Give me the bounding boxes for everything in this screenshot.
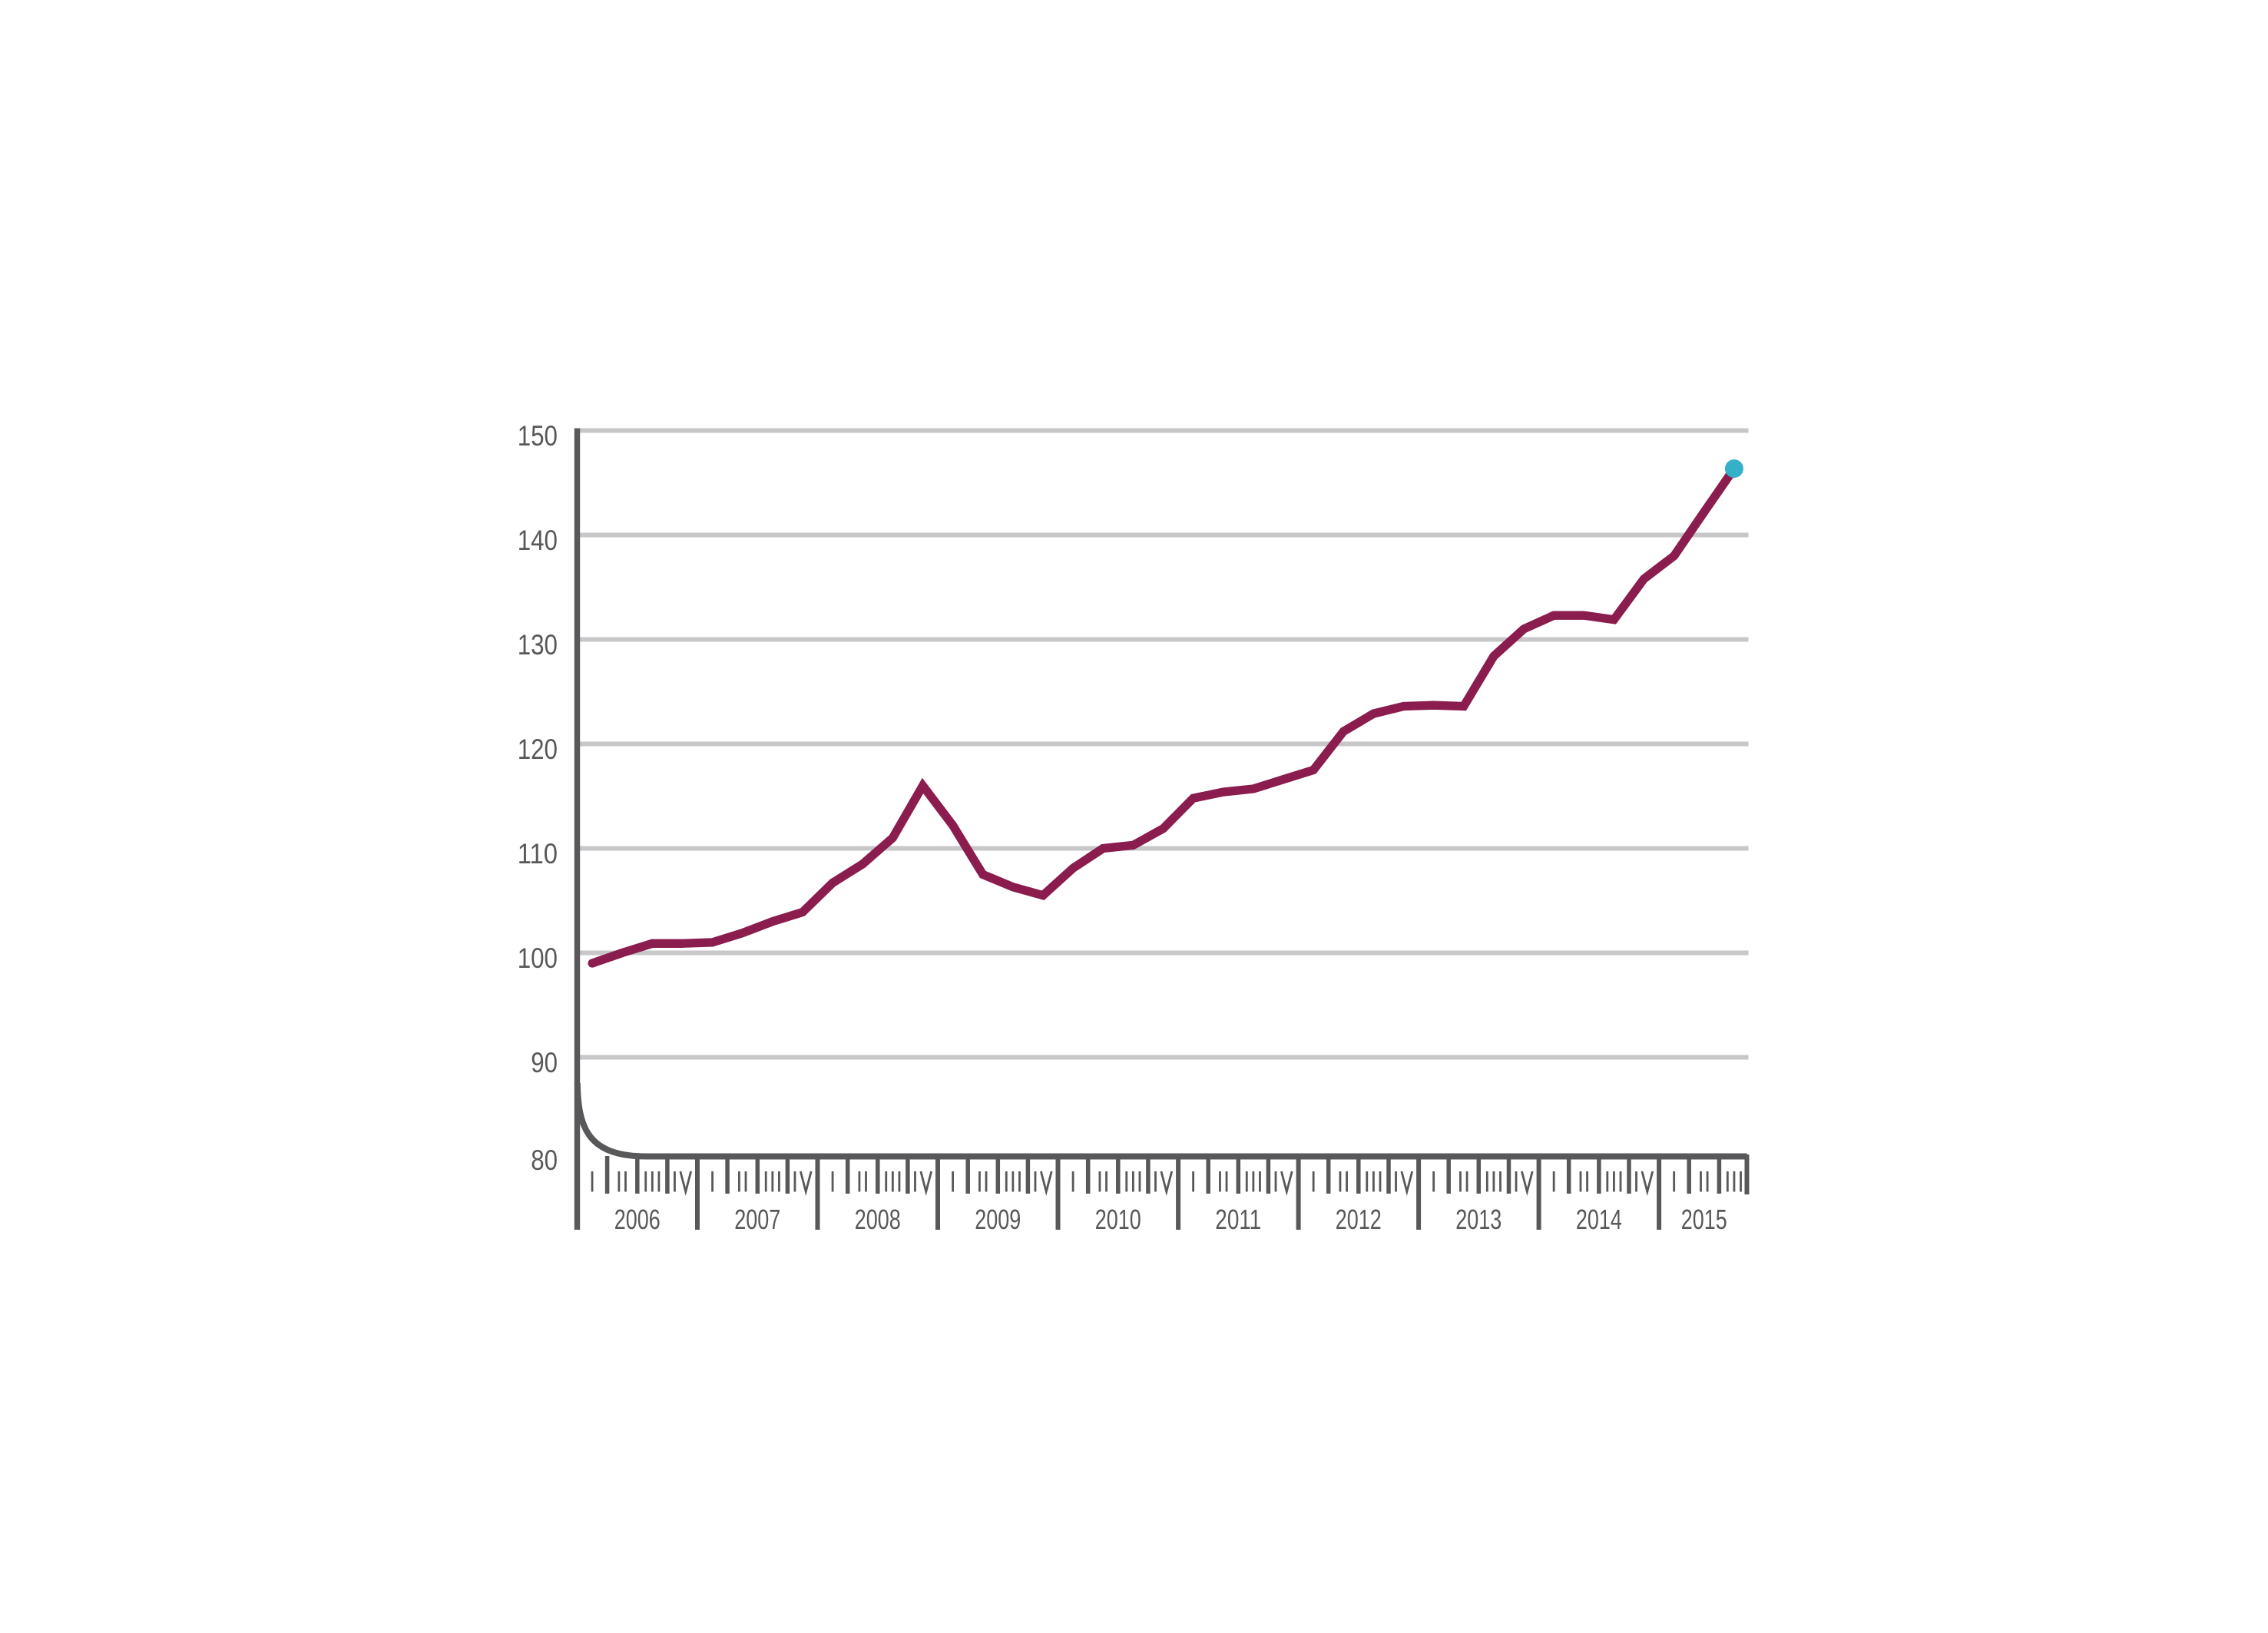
svg-text:80: 80 — [531, 1144, 558, 1176]
svg-text:2013: 2013 — [1455, 1204, 1502, 1235]
svg-text:2010: 2010 — [1095, 1204, 1141, 1235]
svg-text:2009: 2009 — [975, 1204, 1021, 1235]
svg-text:120: 120 — [518, 733, 558, 765]
svg-text:2007: 2007 — [734, 1204, 780, 1235]
svg-text:2011: 2011 — [1215, 1204, 1261, 1235]
svg-text:2008: 2008 — [855, 1204, 901, 1235]
svg-text:90: 90 — [531, 1046, 558, 1078]
svg-text:2015: 2015 — [1681, 1204, 1727, 1235]
svg-text:2014: 2014 — [1576, 1204, 1622, 1235]
svg-text:110: 110 — [518, 837, 558, 869]
svg-text:140: 140 — [518, 524, 558, 556]
svg-text:2012: 2012 — [1336, 1204, 1382, 1235]
svg-text:2006: 2006 — [614, 1204, 661, 1235]
svg-text:130: 130 — [518, 628, 558, 661]
svg-text:150: 150 — [518, 419, 558, 452]
svg-text:100: 100 — [518, 942, 558, 974]
